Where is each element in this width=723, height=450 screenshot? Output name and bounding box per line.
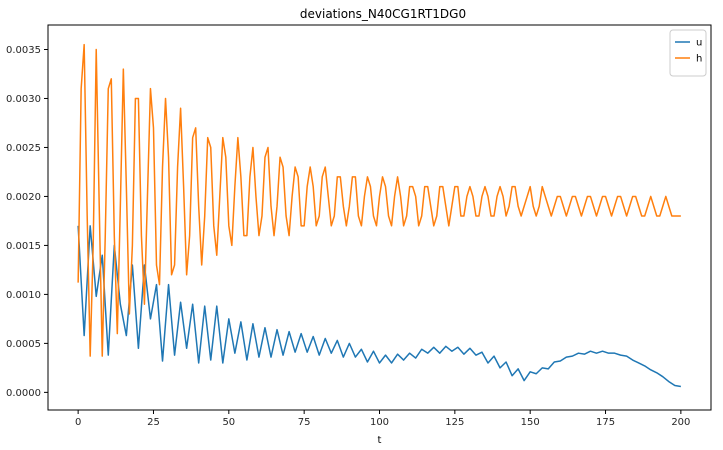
plot-area [47, 24, 712, 411]
y-axis: 0.0000 0.0005 0.0010 0.0015 0.0020 0.0025 0.00… [6, 45, 48, 399]
legend-label-h: h [696, 54, 702, 65]
y-tick-label: 0.0020 [6, 192, 41, 203]
x-tick-label: 50 [222, 417, 235, 428]
x-tick-label: 75 [298, 417, 311, 428]
series-line-u [77, 225, 681, 388]
x-tick-label: 200 [671, 417, 690, 428]
x-tick-label: 25 [147, 417, 160, 428]
x-axis-label: t [378, 435, 382, 446]
x-tick-label: 175 [596, 417, 615, 428]
y-tick-label: 0.0035 [6, 45, 41, 56]
x-tick-label: 0 [75, 417, 81, 428]
x-tick-label: 150 [521, 417, 540, 428]
y-tick-label: 0.0005 [6, 339, 41, 350]
y-tick-label: 0.0030 [6, 94, 41, 105]
chart-title: deviations_N40CG1RT1DG0 [300, 7, 466, 21]
series-line-h [77, 43, 681, 357]
x-axis: 0 25 50 75 100 125 150 175 200 [75, 410, 690, 428]
y-tick-label: 0.0000 [6, 388, 41, 399]
x-tick-label: 125 [445, 417, 464, 428]
y-tick-label: 0.0025 [6, 143, 41, 154]
legend-label-u: u [696, 38, 702, 49]
y-tick-label: 0.0015 [6, 241, 41, 252]
legend: uh [669, 29, 707, 77]
y-tick-label: 0.0010 [6, 290, 41, 301]
series-layer [77, 43, 681, 388]
x-tick-label: 100 [370, 417, 389, 428]
